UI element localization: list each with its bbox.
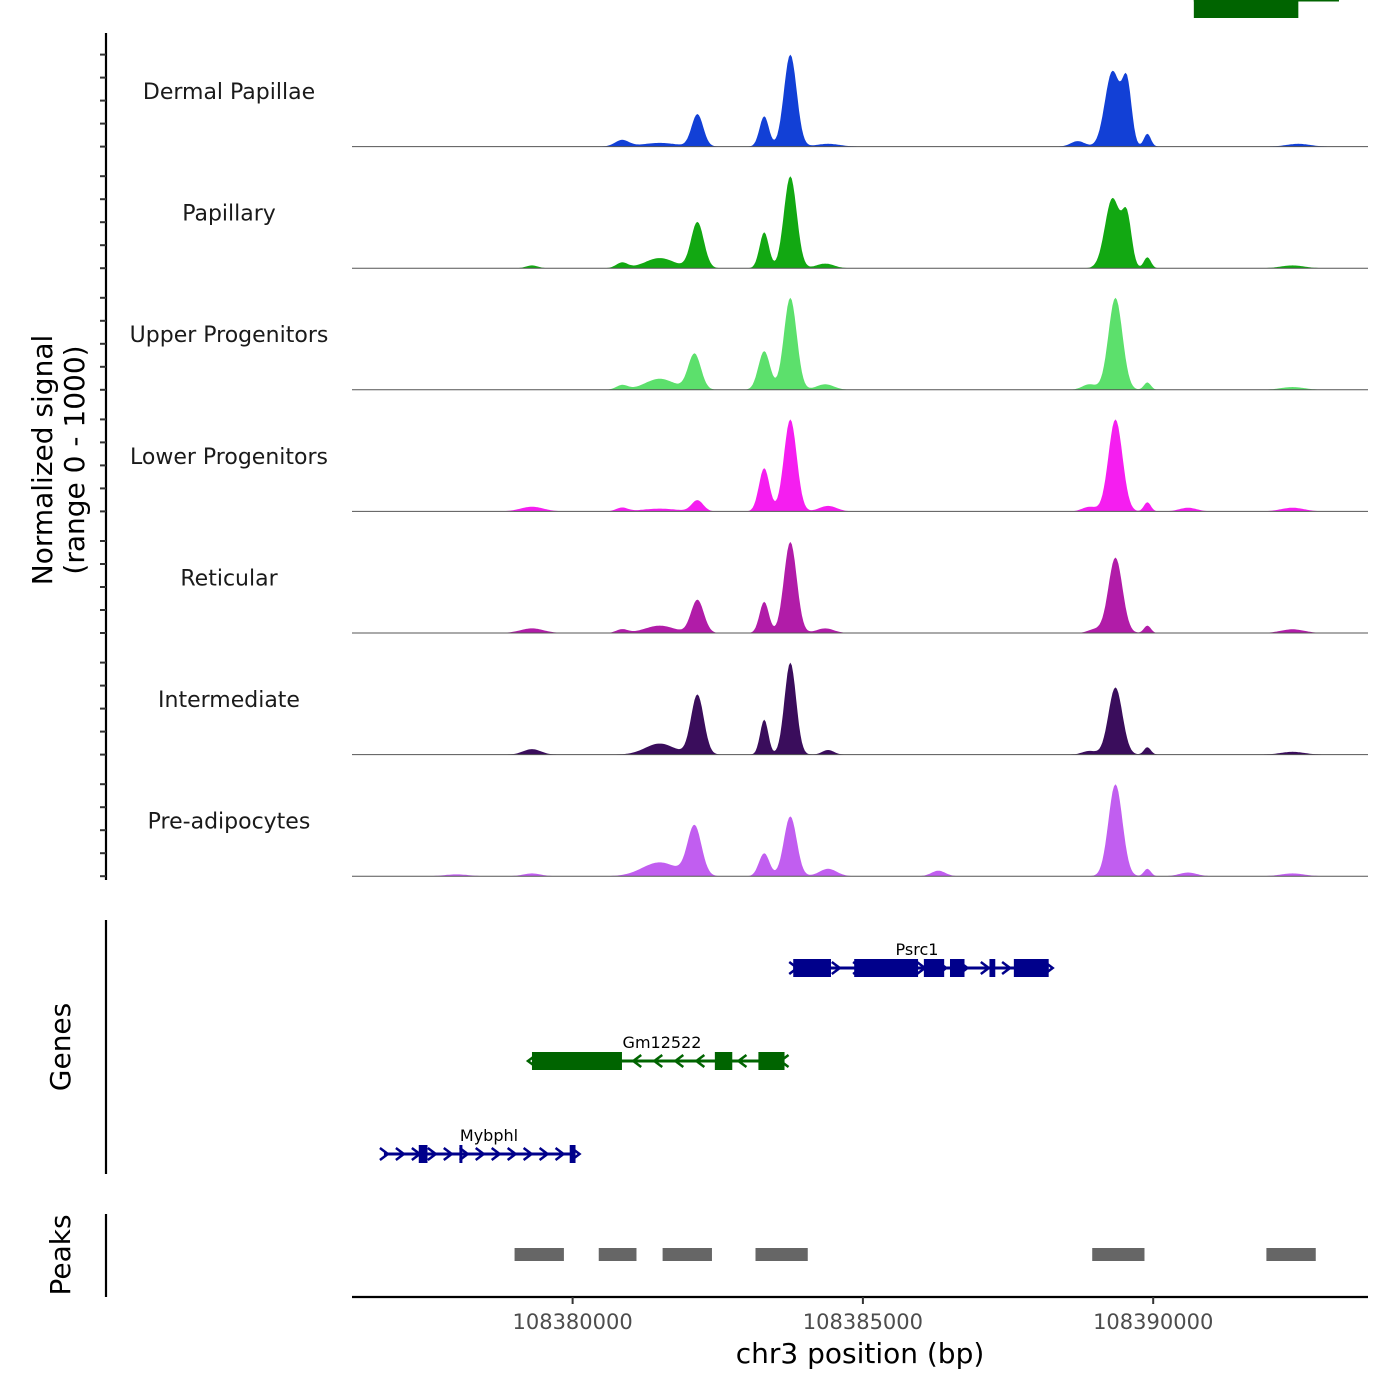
- signal-panel: Dermal Papillae Papillary Upper Progenitor…: [100, 33, 1368, 880]
- gene-exon: [854, 959, 919, 977]
- gene-strand-chevron: [652, 1054, 664, 1068]
- gene-strand-chevron: [490, 1147, 502, 1161]
- peak-region: [755, 1248, 808, 1261]
- track-label: Reticular: [180, 566, 278, 591]
- gene-exon: [569, 1145, 576, 1163]
- gene-strand-chevron: [831, 961, 842, 975]
- gene-strand-chevron: [474, 1147, 486, 1161]
- gene-strand-chevron: [379, 1147, 391, 1161]
- track-label: Dermal Papillae: [143, 80, 315, 105]
- gene-strand-chevron: [980, 961, 991, 975]
- x-tick-label: 108390000: [1093, 1310, 1213, 1334]
- gene-exon: [1013, 959, 1049, 977]
- y-axis-title-line2: (range 0 - 1000): [58, 345, 91, 574]
- gene-exon: [714, 1052, 733, 1070]
- gene-strand-chevron: [631, 1054, 642, 1068]
- gene-exon: [459, 1145, 463, 1163]
- peak-region: [514, 1248, 564, 1261]
- gene-strand-chevron: [395, 1147, 406, 1161]
- gene-strand-chevron: [506, 1146, 518, 1162]
- x-axis: 108380000 108385000 108390000: [352, 1295, 1368, 1334]
- gene-exon: [923, 959, 945, 977]
- gene-strand-chevron: [538, 1147, 550, 1161]
- track-label: Pre-adipocytes: [148, 810, 311, 835]
- peak-region: [1092, 1248, 1145, 1261]
- gene-panel: Psrc1 Gm12522 Mybphl Celsr2: [104, 0, 1339, 1174]
- track-label: Upper Progenitors: [130, 323, 329, 348]
- gene-strand-chevron: [673, 1054, 685, 1068]
- gene-label: Psrc1: [896, 940, 939, 959]
- signal-area: [352, 662, 1368, 755]
- gene-strand-chevron: [1001, 961, 1013, 975]
- y-axis-title-line1: Normalized signal: [26, 335, 59, 586]
- peak-region: [662, 1248, 712, 1261]
- gene-strand-chevron: [443, 1147, 454, 1161]
- gene-exon: [949, 959, 965, 977]
- gene-label: Mybphl: [460, 1126, 518, 1145]
- gene-exon: [758, 1052, 785, 1070]
- signal-area: [352, 784, 1368, 877]
- gene-label: Celsr2: [1231, 0, 1282, 4]
- track-label: Intermediate: [158, 688, 300, 713]
- peaks-axis-title: Peaks: [44, 1214, 77, 1295]
- peak-panel: [104, 1214, 1316, 1297]
- x-axis-title: chr3 position (bp): [736, 1337, 985, 1370]
- peak-region: [598, 1248, 637, 1261]
- gene-strand-chevron: [694, 1054, 706, 1068]
- signal-area: [352, 297, 1368, 390]
- x-tick-label: 108380000: [512, 1310, 632, 1334]
- gene-strand-chevron: [522, 1147, 534, 1161]
- gene-strand-chevron: [554, 1147, 566, 1161]
- gene-strand-chevron: [459, 1147, 470, 1161]
- gene-exon: [531, 1052, 622, 1070]
- gene-exon: [793, 959, 831, 977]
- signal-area: [352, 541, 1368, 633]
- gene-exon: [418, 1145, 428, 1163]
- gene-strand-chevron: [736, 1054, 748, 1068]
- track-label: Lower Progenitors: [130, 445, 328, 470]
- x-tick-label: 108385000: [803, 1310, 923, 1334]
- genes-axis-title: Genes: [44, 1003, 77, 1091]
- signal-area: [352, 419, 1368, 512]
- gene-label: Gm12522: [623, 1033, 702, 1052]
- gene-exon: [1193, 0, 1299, 18]
- track-label: Papillary: [182, 202, 276, 227]
- gene-strand-chevron: [427, 1147, 438, 1161]
- signal-area: [352, 176, 1368, 269]
- gene-exon: [989, 959, 996, 977]
- peak-region: [1266, 1248, 1316, 1261]
- signal-area: [352, 54, 1368, 147]
